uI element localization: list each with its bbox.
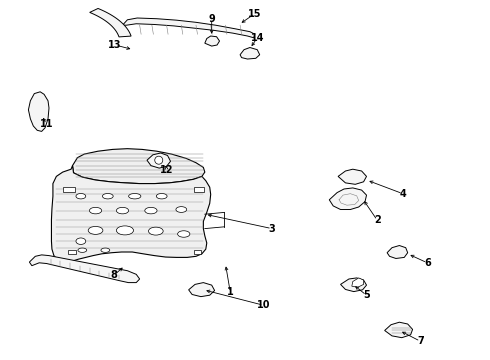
Polygon shape — [341, 278, 367, 292]
Text: 6: 6 — [424, 258, 431, 268]
Text: 4: 4 — [399, 189, 406, 199]
Text: 3: 3 — [269, 224, 275, 234]
Ellipse shape — [117, 226, 134, 235]
Ellipse shape — [117, 207, 129, 214]
Text: 2: 2 — [374, 215, 381, 225]
Bar — [63, 187, 75, 192]
Ellipse shape — [156, 194, 167, 199]
Polygon shape — [51, 166, 211, 262]
Ellipse shape — [76, 194, 86, 199]
Bar — [68, 250, 76, 254]
Text: 10: 10 — [257, 300, 270, 310]
Polygon shape — [385, 322, 413, 338]
Polygon shape — [122, 18, 255, 38]
Polygon shape — [329, 188, 367, 210]
Ellipse shape — [102, 194, 113, 199]
Polygon shape — [240, 48, 260, 59]
Ellipse shape — [178, 231, 190, 237]
Polygon shape — [28, 92, 49, 131]
Text: 5: 5 — [363, 290, 370, 300]
Text: 15: 15 — [248, 9, 262, 19]
Ellipse shape — [148, 227, 163, 235]
Ellipse shape — [78, 248, 87, 252]
Polygon shape — [147, 153, 171, 168]
Text: 1: 1 — [227, 287, 234, 297]
Polygon shape — [29, 255, 140, 283]
Ellipse shape — [101, 248, 110, 252]
Text: 7: 7 — [417, 336, 424, 346]
Polygon shape — [352, 278, 364, 287]
Text: 9: 9 — [208, 14, 215, 24]
Ellipse shape — [76, 238, 86, 244]
Text: 8: 8 — [110, 270, 117, 280]
Text: 11: 11 — [40, 119, 53, 129]
Polygon shape — [205, 36, 220, 46]
Ellipse shape — [129, 194, 141, 199]
Polygon shape — [189, 283, 215, 297]
Text: 12: 12 — [160, 165, 173, 175]
Ellipse shape — [145, 207, 157, 214]
Polygon shape — [338, 169, 367, 184]
Bar — [194, 250, 201, 254]
Ellipse shape — [88, 226, 103, 234]
Circle shape — [155, 156, 163, 164]
Ellipse shape — [90, 207, 102, 214]
Polygon shape — [90, 8, 131, 37]
Ellipse shape — [176, 207, 187, 212]
Text: 13: 13 — [108, 40, 122, 50]
Polygon shape — [73, 149, 205, 184]
Text: 14: 14 — [250, 33, 264, 43]
Bar — [194, 187, 204, 192]
Polygon shape — [387, 246, 408, 258]
